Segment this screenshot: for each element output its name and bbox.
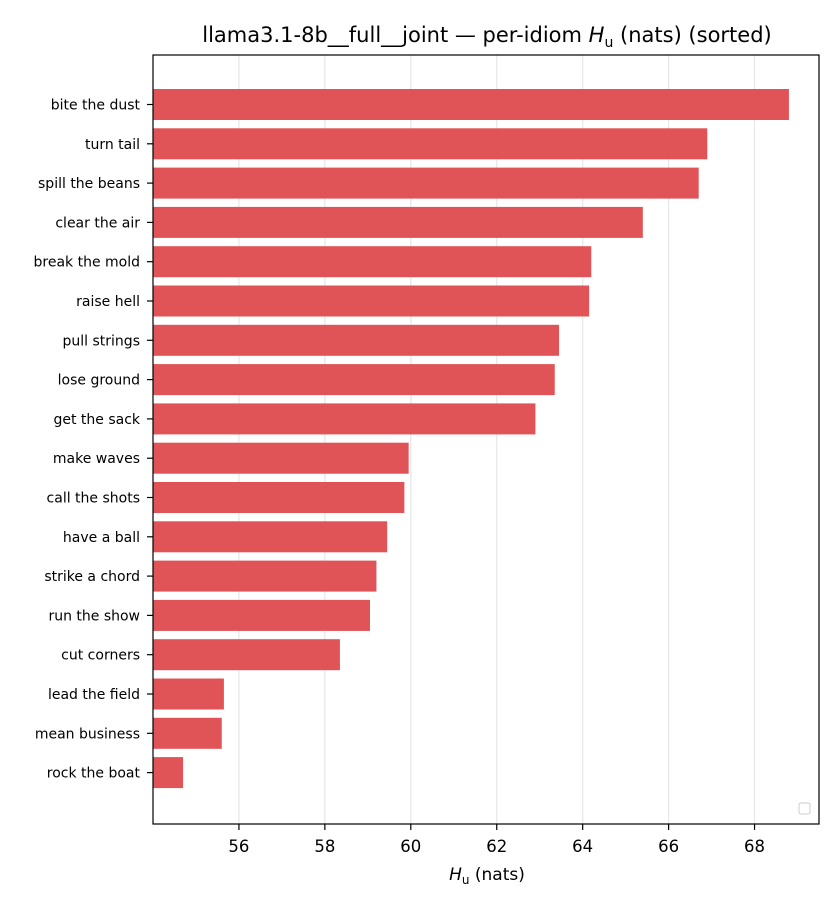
y-tick-label: turn tail — [85, 137, 140, 153]
y-tick-label: rock the boat — [47, 766, 141, 782]
bar — [153, 560, 377, 592]
x-axis-label-suffix: (nats) — [470, 865, 525, 885]
bar — [153, 717, 222, 749]
chart-title-prefix: llama3.1-8b__full__joint — per-idiom — [202, 23, 588, 48]
y-tick-label: raise hell — [76, 294, 140, 310]
bar — [153, 521, 388, 553]
x-axis: 56 58 60 62 64 66 68 — [228, 824, 765, 856]
x-axis-label-subscript: u — [462, 873, 470, 887]
bar — [153, 678, 224, 710]
y-tick-label: break the mold — [34, 255, 141, 271]
chart-title-subscript: u — [604, 35, 613, 51]
bar — [153, 403, 536, 435]
x-axis-label-symbol: H — [449, 865, 462, 885]
bar — [153, 285, 590, 317]
y-tick-label: spill the beans — [38, 176, 140, 192]
y-tick-label: strike a chord — [44, 569, 140, 585]
y-tick-label: bite the dust — [51, 98, 141, 114]
y-tick-label: get the sack — [53, 412, 140, 428]
bars — [153, 89, 789, 789]
x-tick-label: 68 — [744, 837, 765, 856]
chart-title: llama3.1-8b__full__joint — per-idiom Hu … — [202, 23, 771, 51]
bar — [153, 599, 370, 631]
y-axis: bite the dust turn tail spill the beans cle… — [34, 98, 153, 782]
bar — [153, 89, 789, 120]
bar — [153, 246, 592, 278]
bar — [153, 324, 560, 356]
bar — [153, 482, 405, 513]
x-tick-label: 64 — [572, 837, 593, 856]
y-tick-label: make waves — [53, 451, 140, 467]
bar — [153, 128, 708, 160]
chart-title-symbol: H — [589, 23, 605, 47]
bar — [153, 364, 555, 396]
x-tick-label: 66 — [658, 837, 679, 856]
x-axis-label: Hu (nats) — [449, 865, 525, 887]
y-tick-label: lead the field — [48, 687, 140, 703]
x-tick-label: 60 — [400, 837, 421, 856]
y-tick-label: call the shots — [47, 491, 140, 507]
bar — [153, 639, 340, 671]
y-tick-label: mean business — [35, 726, 140, 742]
legend-box — [798, 802, 811, 815]
y-tick-label: have a ball — [63, 530, 140, 546]
bar — [153, 442, 409, 474]
y-tick-label: run the show — [48, 608, 140, 624]
bar — [153, 206, 643, 238]
y-tick-label: clear the air — [55, 215, 140, 231]
plot-frame — [152, 54, 820, 825]
y-tick-label: lose ground — [58, 373, 140, 389]
y-tick-label: pull strings — [63, 333, 140, 349]
x-tick-label: 62 — [486, 837, 507, 856]
bar — [153, 757, 184, 789]
x-tick-label: 56 — [228, 837, 249, 856]
y-tick-label: cut corners — [61, 648, 140, 664]
bar — [153, 167, 699, 199]
x-tick-label: 58 — [314, 837, 335, 856]
chart-title-suffix: (nats) (sorted) — [613, 23, 771, 47]
